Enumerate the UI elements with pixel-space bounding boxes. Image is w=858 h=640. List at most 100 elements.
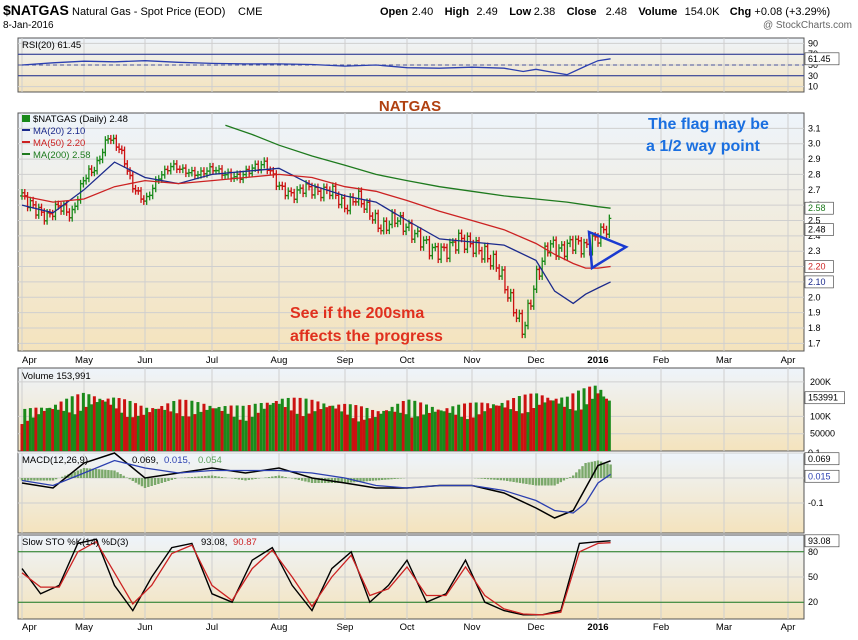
macd-histogram-bar [33, 478, 36, 481]
volume-bar [554, 398, 558, 451]
y-tick-label: 50 [808, 572, 818, 582]
macd-histogram-bar [104, 469, 107, 478]
macd-histogram-bar [522, 478, 525, 484]
volume-bar [205, 409, 209, 451]
y-tick-label: 1.9 [808, 308, 821, 318]
macd-histogram-bar [515, 478, 518, 483]
y-tick-label: 200K [810, 377, 831, 387]
macd-histogram-bar [512, 478, 515, 482]
volume-bar [357, 421, 361, 451]
volume-bar [117, 398, 121, 451]
volume-bar [607, 400, 611, 451]
volume-bar [202, 403, 206, 451]
volume-bar [277, 403, 281, 451]
volume-bar [422, 414, 426, 451]
volume-bar [602, 396, 606, 451]
volume-bar [419, 402, 423, 451]
volume-bar [48, 407, 52, 451]
volume-bar [396, 403, 400, 451]
volume-bar [551, 400, 555, 451]
volume-bar [407, 399, 411, 451]
y-tick-label: 30 [808, 71, 818, 81]
price-time-axis: Apr May Jun Jul Aug Sep Oct Nov Dec 2016 Feb Mar Apr [22, 355, 795, 366]
macd-histogram-bar [23, 478, 27, 481]
volume-panel: 200K 100K 50000 Volume 153,991 153991 [17, 367, 845, 452]
volume-bar [23, 408, 27, 451]
volume-bar [442, 411, 446, 451]
volume-bar [148, 412, 152, 451]
volume-bar [289, 410, 293, 451]
volume-bar [51, 408, 55, 451]
month-label-oct: Oct [400, 622, 415, 633]
macd-panel: -0.10.00.1MACD(12,26,9)0.069,0.015,0.054… [17, 448, 840, 534]
volume-bar [574, 410, 578, 451]
y-tick-label: 100K [810, 411, 831, 421]
volume-bar [560, 397, 564, 451]
macd-histogram-bar [362, 478, 365, 482]
volume-bar [316, 401, 320, 451]
y-tick-label: 2.7 [808, 185, 821, 195]
volume-bar [549, 400, 553, 451]
volume-bar [259, 403, 263, 451]
volume-bar [325, 407, 329, 451]
macd-histogram-bar [396, 478, 399, 479]
rsi-title: RSI(20) 61.45 [22, 40, 81, 51]
volume-bar [103, 401, 107, 451]
volume-last-value: 153991 [808, 393, 838, 403]
price-axis-badge: 2.58 [808, 203, 826, 213]
ohlc-value: +0.08 (+3.29%) [754, 6, 830, 18]
macd-histogram-bar [307, 478, 310, 483]
volume-bar [20, 424, 24, 451]
price-panel: 1.71.81.92.02.12.22.32.42.52.62.72.82.93… [17, 112, 834, 366]
ohlc-item-close: Close 2.48 [567, 6, 627, 18]
volume-bar [274, 400, 278, 451]
volume-bar [382, 410, 386, 451]
macd-histogram-bar [587, 462, 590, 478]
volume-bar [229, 405, 233, 451]
volume-bar [582, 388, 586, 451]
macd-histogram-bar [170, 478, 173, 480]
volume-bar [474, 402, 478, 451]
volume-bar [214, 408, 218, 451]
volume-bar [268, 404, 272, 451]
volume-bar [193, 414, 197, 451]
volume-bar [494, 405, 498, 451]
bottom-time-axis: Apr May Jun Jul Aug Sep Oct Nov Dec 2016 Feb Mar Apr [22, 622, 795, 633]
macd-histogram-bar [320, 478, 324, 483]
chart-date: 8-Jan-2016 [3, 20, 54, 31]
macd-histogram-bar [76, 470, 79, 478]
chart-label: NATGAS [379, 98, 441, 115]
macd-histogram-bar [593, 461, 597, 478]
volume-bar [535, 393, 539, 451]
rsi-last-value-box [804, 52, 840, 66]
volume-bar [256, 412, 260, 451]
volume-bar [65, 398, 69, 451]
volume-bar [468, 402, 472, 451]
macd-histogram-bar [107, 470, 110, 478]
macd-histogram-bar [310, 478, 314, 483]
macd-histogram-bar [377, 478, 381, 481]
ohlc-item-chg: Chg +0.08 (+3.29%) [730, 6, 830, 18]
ohlc-value: 2.40 [412, 6, 433, 18]
volume-bar [471, 417, 475, 451]
macd-histogram-bar [531, 478, 534, 485]
macd-histogram-bar [91, 468, 95, 478]
ohlc-label: Close [567, 6, 597, 18]
macd-histogram-bar [214, 476, 217, 478]
volume-bar [477, 414, 481, 451]
price-axis-badge: 2.20 [808, 262, 826, 272]
macd-histogram-bar [264, 477, 267, 478]
macd-histogram-bar [39, 478, 42, 481]
macd-title-hist: 0.054 [198, 455, 222, 466]
volume-bar [220, 410, 224, 451]
macd-histogram-bar [73, 471, 76, 478]
volume-bar [56, 409, 60, 451]
macd-histogram-bar [609, 464, 612, 478]
macd-histogram-bar [483, 478, 486, 479]
volume-bar [280, 398, 284, 451]
volume-bar [157, 408, 161, 451]
volume-bar [433, 411, 437, 451]
volume-bar [532, 408, 536, 451]
volume-bar [310, 399, 314, 451]
volume-bar [354, 405, 358, 451]
